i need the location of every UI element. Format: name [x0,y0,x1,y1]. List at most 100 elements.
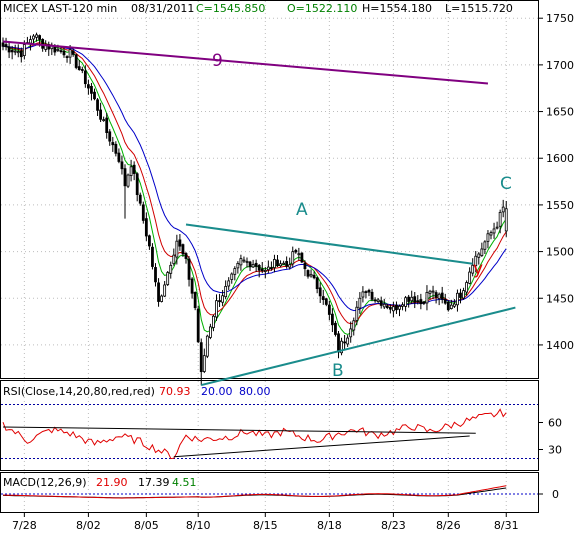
candle-body [65,56,69,58]
candle-body [135,173,139,195]
date-tick-label: 8/10 [186,519,211,532]
candle-body [105,117,109,133]
candle-body [215,300,218,318]
candle-body [340,340,343,354]
candle-body [401,304,404,307]
candle-body [160,295,164,302]
wave-label-c: C [500,174,512,194]
macd-value: 21.90 [96,476,128,489]
candle-body [68,49,72,58]
low-value: L=1515.720 [445,2,513,15]
price-tick-label: 1650 [546,106,574,119]
candle-body [352,320,356,331]
candle-body [330,313,334,326]
candle-body [126,174,130,187]
candle-body [263,269,267,272]
candle-body [376,299,380,302]
rsi-tick-label: 30 [548,444,562,457]
macd-signal: 17.39 [138,476,170,489]
date-tick-label: 8/23 [381,519,406,532]
wave-label-y: y [473,259,483,279]
candle-body [245,260,249,263]
candle-body [437,293,441,300]
rsi-value: 70.93 [159,385,191,398]
candle-body [349,328,353,338]
candle-body [129,166,133,176]
wave-label-9: 9 [212,51,223,71]
candle-body [117,152,121,162]
macd-plot: 0 [1,485,559,501]
candle-body [343,341,347,344]
candle-body [324,298,328,305]
candle-body [218,300,221,303]
price-tick-label: 1550 [546,199,574,212]
candle-body [1,42,5,47]
candle-body [449,304,453,309]
price-tick-label: 1400 [546,339,574,352]
high-value: H=1554.180 [362,2,432,15]
candle-body [468,271,472,284]
candle-body [120,161,124,170]
price-candles [1,32,508,386]
candle-body [19,50,23,58]
candle-body [41,38,45,49]
candle-body [431,290,435,293]
candle-body [489,232,493,236]
candle-body [291,251,295,265]
candle-body [248,261,252,268]
candle-body [355,306,359,321]
candle-body [407,296,411,302]
candle-body [459,292,462,298]
candle-body [285,261,289,267]
candle-body [32,35,35,40]
candle-body [462,290,465,299]
candle-body [114,143,118,154]
candle-body [452,303,456,307]
candle-body [10,50,14,53]
date-tick-label: 8/15 [253,519,278,532]
candle-body [419,299,423,305]
candle-body [251,264,255,268]
candle-body [157,282,160,302]
candle-body [422,301,426,304]
candle-body [303,262,307,270]
candle-body [446,301,450,311]
candle-body [141,204,145,221]
rsi-label: RSI(Close,14,20,80,red,red) [3,385,155,398]
candle-body [416,300,420,303]
trendline-2 [2,40,489,85]
candle-body [56,48,60,51]
candle-body [282,262,286,265]
candle-body [96,99,99,111]
candle-body [193,292,197,309]
candle-body [480,248,484,256]
candle-body [358,297,362,309]
candle-body [395,304,398,311]
macd-hist: 4.51 [172,476,197,489]
candle-body [471,264,475,274]
candle-body [132,164,136,174]
wave-label-b: B [332,361,344,381]
candle-body [370,291,374,300]
price-tick-label: 1700 [546,59,574,72]
date-tick-label: 8/26 [436,519,461,532]
candle-body [163,284,167,297]
rsi-trendline-upper [2,426,476,434]
candle-body [501,206,505,213]
candle-body [221,295,225,303]
candle-body [315,277,319,290]
ma-slow-line [3,43,507,312]
open-value: O=1522.110 [287,2,357,15]
candle-body [294,249,298,253]
candle-body [334,322,337,335]
price-axis: 1400 1450 1500 1550 1600 1650 1700 1750 [538,12,574,352]
candle-body [169,264,173,274]
candle-body [269,267,273,270]
candle-body [172,254,176,265]
candle-body [391,306,395,312]
candle-body [144,218,148,237]
candle-body [123,168,127,187]
candle-body [306,270,310,277]
candle-body [398,305,401,310]
rsi-line [2,408,507,460]
